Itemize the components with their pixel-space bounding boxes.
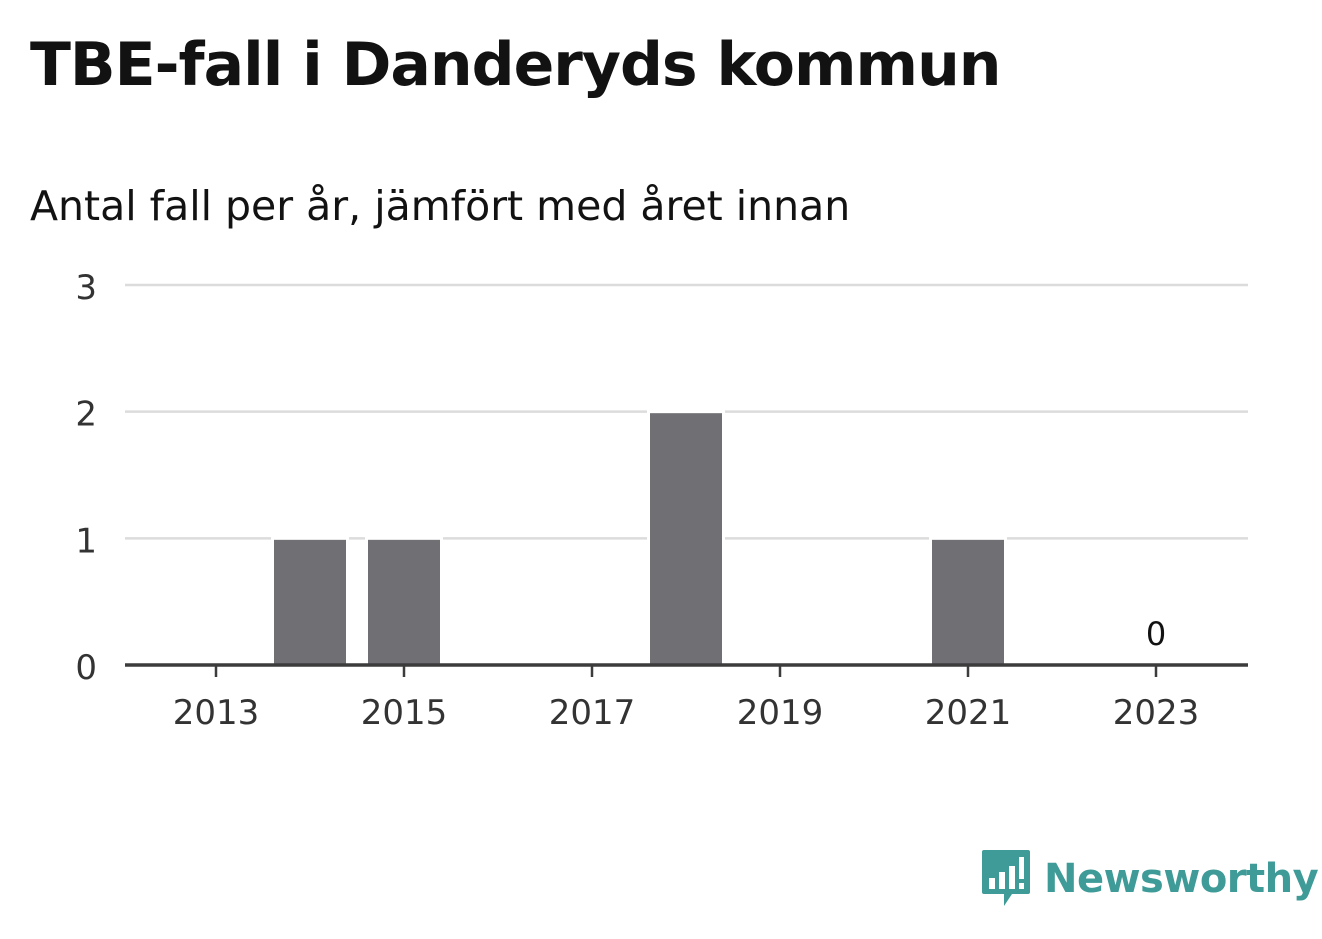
newsworthy-logo-icon xyxy=(982,850,1030,906)
x-tick-label: 2019 xyxy=(737,693,824,733)
chart-title: TBE-fall i Danderyds kommun xyxy=(30,30,1001,100)
brand-name: Newsworthy xyxy=(1044,856,1319,902)
x-tick-label: 2013 xyxy=(173,693,260,733)
bar xyxy=(365,536,443,667)
y-tick-label: 2 xyxy=(75,395,97,435)
x-tick-label: 2015 xyxy=(361,693,448,733)
y-tick-label: 0 xyxy=(75,648,97,688)
x-tick-label: 2021 xyxy=(925,693,1012,733)
data-label: 0 xyxy=(1146,615,1166,653)
bar xyxy=(647,410,725,667)
bar xyxy=(929,536,1007,667)
chart-subtitle: Antal fall per år, jämfört med året inna… xyxy=(30,182,851,230)
x-tick-label: 2023 xyxy=(1113,693,1200,733)
y-tick-label: 3 xyxy=(75,268,97,308)
bar xyxy=(271,536,349,667)
y-tick-label: 1 xyxy=(75,521,97,561)
x-tick-label: 2017 xyxy=(549,693,636,733)
newsworthy-logo: Newsworthy xyxy=(980,848,1319,910)
